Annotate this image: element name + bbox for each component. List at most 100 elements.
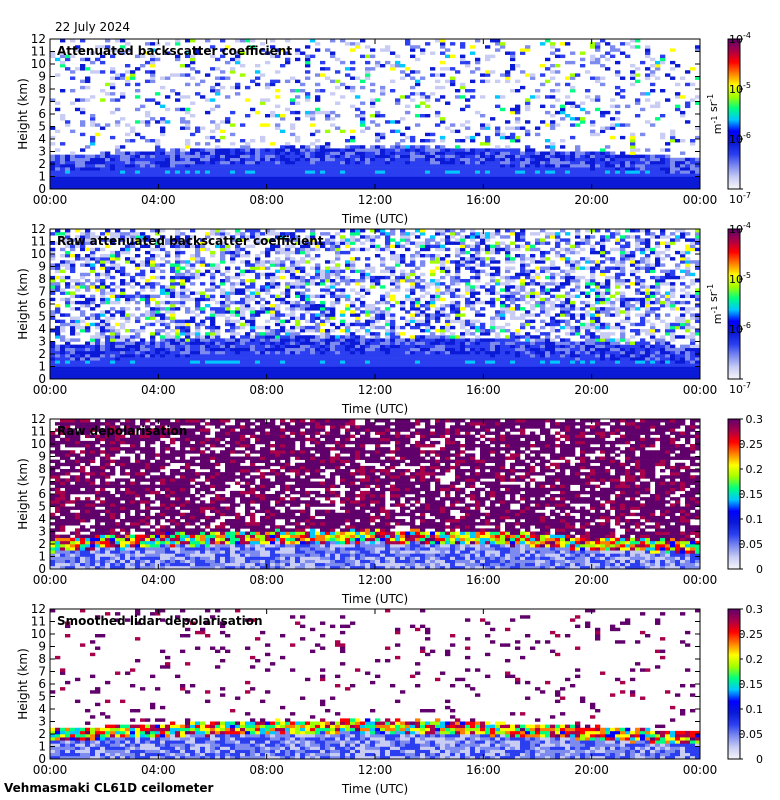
colorbar: 10-7 10-6 10-5 10-4 m-1 sr-1 — [706, 31, 751, 206]
x-tick-label: 00:00 — [683, 383, 718, 397]
colorbar: 10-7 10-6 10-5 10-4 m-1 sr-1 — [706, 221, 751, 396]
colorbar-tick-label: 10-5 — [729, 271, 751, 286]
y-tick-label: 11 — [31, 615, 46, 629]
colorbar-gradient — [727, 38, 741, 190]
x-tick-label: 00:00 — [683, 193, 718, 207]
colorbar-tick-label: 10-4 — [729, 31, 751, 46]
y-tick-label: 6 — [38, 297, 46, 311]
y-tick-label: 1 — [38, 170, 46, 184]
y-tick-label: 7 — [38, 285, 46, 299]
x-tick-label: 16:00 — [466, 193, 501, 207]
colorbar-tick-label: 0.1 — [746, 513, 764, 526]
x-tick-label: 08:00 — [249, 193, 284, 207]
colorbar-tick-label: 0.1 — [746, 703, 764, 716]
y-tick-label: 0 — [38, 182, 46, 196]
y-tick-label: 0 — [38, 562, 46, 576]
x-tick-label: 20:00 — [574, 193, 609, 207]
y-tick-label: 2 — [38, 537, 46, 551]
colorbar-tick-label: 0 — [756, 563, 763, 576]
y-tick-label: 2 — [38, 157, 46, 171]
colorbar-tick-label: 0.3 — [746, 603, 764, 616]
x-tick-label: 04:00 — [141, 573, 176, 587]
y-tick-label: 8 — [38, 652, 46, 666]
y-tick-label: 9 — [38, 70, 46, 84]
y-tick-label: 4 — [38, 512, 46, 526]
x-tick-label: 16:00 — [466, 383, 501, 397]
colorbar-tick-label: 0.3 — [746, 413, 764, 426]
y-tick-label: 12 — [31, 32, 46, 46]
panel-title: Smoothed lidar depolarisation — [57, 614, 263, 628]
x-tick-label: 04:00 — [141, 193, 176, 207]
x-axis-label: Time (UTC) — [341, 782, 408, 796]
x-tick-label: 04:00 — [141, 763, 176, 777]
y-tick-label: 5 — [38, 120, 46, 134]
x-tick-label: 12:00 — [358, 383, 393, 397]
y-tick-label: 1 — [38, 740, 46, 754]
colorbar-gradient — [727, 228, 741, 380]
y-tick-label: 1 — [38, 360, 46, 374]
x-tick-label: 00:00 — [683, 763, 718, 777]
colorbar-tick-label: 0.05 — [739, 728, 764, 741]
y-tick-label: 5 — [38, 310, 46, 324]
x-tick-label: 20:00 — [574, 763, 609, 777]
y-axis-label: Height (km) — [16, 458, 30, 529]
panel-title: Raw depolarisation — [57, 424, 187, 438]
x-tick-label: 12:00 — [358, 193, 393, 207]
y-tick-label: 7 — [38, 665, 46, 679]
y-tick-label: 12 — [31, 602, 46, 616]
y-tick-label: 4 — [38, 132, 46, 146]
y-axis-label: Height (km) — [16, 648, 30, 719]
colorbar-tick-label: 10-6 — [729, 131, 751, 146]
y-tick-label: 10 — [31, 247, 46, 261]
x-tick-label: 00:00 — [683, 573, 718, 587]
colorbar-tick-label: 0.15 — [739, 488, 764, 501]
heatmap-cells — [50, 229, 701, 380]
colorbar-unit: m-1 sr-1 — [706, 94, 724, 134]
y-tick-label: 11 — [31, 45, 46, 59]
colorbar-tick-label: 0.25 — [739, 438, 764, 451]
colorbar-tick-label: 0.15 — [739, 678, 764, 691]
y-tick-label: 10 — [31, 627, 46, 641]
site-label: Vehmasmaki CL61D ceilometer — [4, 781, 214, 795]
colorbar-tick-label: 10-6 — [729, 321, 751, 336]
x-tick-label: 16:00 — [466, 763, 501, 777]
y-tick-label: 7 — [38, 475, 46, 489]
colorbar: 0 0.05 0.1 0.15 0.2 0.25 0.3 — [727, 603, 764, 766]
x-tick-label: 00:00 — [33, 763, 68, 777]
y-tick-label: 3 — [38, 525, 46, 539]
date-label: 22 July 2024 — [55, 20, 131, 34]
y-tick-label: 8 — [38, 82, 46, 96]
x-tick-label: 20:00 — [574, 383, 609, 397]
y-tick-label: 11 — [31, 235, 46, 249]
x-tick-label: 08:00 — [249, 763, 284, 777]
y-tick-label: 9 — [38, 260, 46, 274]
y-tick-label: 10 — [31, 57, 46, 71]
y-tick-label: 6 — [38, 487, 46, 501]
x-tick-label: 00:00 — [33, 573, 68, 587]
x-tick-label: 16:00 — [466, 573, 501, 587]
x-tick-label: 00:00 — [33, 193, 68, 207]
colorbar-tick-label: 10-4 — [729, 221, 751, 236]
colorbar-tick-label: 0.05 — [739, 538, 764, 551]
x-axis-label: Time (UTC) — [341, 402, 408, 416]
colorbar-unit: m-1 sr-1 — [706, 284, 724, 324]
y-tick-label: 3 — [38, 335, 46, 349]
y-tick-label: 2 — [38, 727, 46, 741]
y-tick-label: 5 — [38, 690, 46, 704]
y-tick-label: 12 — [31, 412, 46, 426]
y-tick-label: 11 — [31, 425, 46, 439]
y-tick-label: 1 — [38, 550, 46, 564]
x-tick-label: 12:00 — [358, 573, 393, 587]
colorbar-tick-label: 10-7 — [729, 381, 751, 396]
y-tick-label: 8 — [38, 462, 46, 476]
colorbar-tick-label: 0.2 — [746, 463, 764, 476]
x-tick-label: 08:00 — [249, 573, 284, 587]
colorbar: 0 0.05 0.1 0.15 0.2 0.25 0.3 — [727, 413, 764, 576]
panel-title: Attenuated backscatter coefficient — [57, 44, 292, 58]
y-axis-label: Height (km) — [16, 268, 30, 339]
colorbar-tick-label: 0 — [756, 753, 763, 766]
x-tick-label: 08:00 — [249, 383, 284, 397]
